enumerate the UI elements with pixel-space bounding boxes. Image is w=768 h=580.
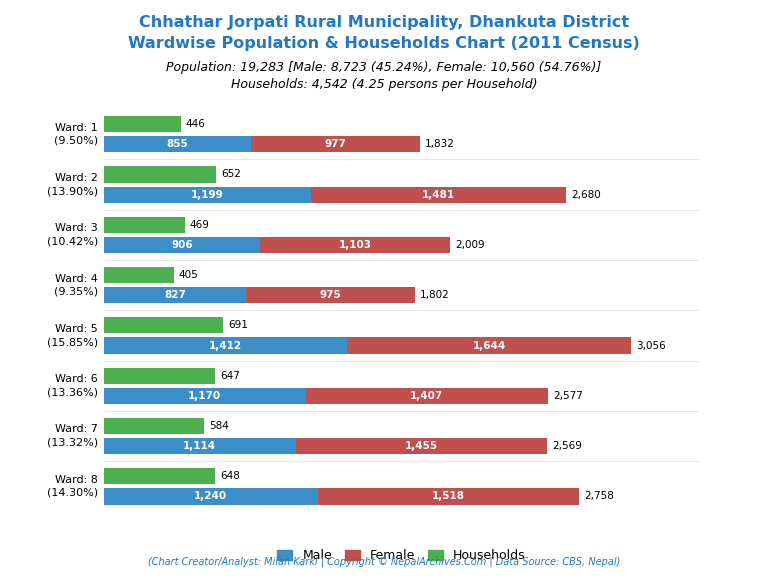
Text: 827: 827 [164, 290, 186, 300]
Text: 1,832: 1,832 [425, 139, 455, 149]
Text: 647: 647 [220, 371, 240, 380]
Bar [318, 488, 580, 505]
Text: 906: 906 [171, 240, 193, 250]
Bar [247, 287, 415, 303]
Text: 855: 855 [167, 139, 188, 149]
Text: 1,103: 1,103 [339, 240, 372, 250]
Text: 975: 975 [319, 290, 341, 300]
Text: Households: 4,542 (4.25 persons per Household): Households: 4,542 (4.25 persons per Hous… [230, 78, 538, 90]
Text: 1,518: 1,518 [432, 491, 465, 502]
Text: Wardwise Population & Households Chart (2011 Census): Wardwise Population & Households Chart (… [128, 36, 640, 51]
Text: 2,680: 2,680 [571, 190, 601, 200]
Text: Chhathar Jorpati Rural Municipality, Dhankuta District: Chhathar Jorpati Rural Municipality, Dha… [139, 14, 629, 30]
Text: 3,056: 3,056 [636, 340, 666, 350]
Bar [104, 488, 318, 505]
Text: 1,455: 1,455 [405, 441, 438, 451]
Bar [104, 217, 184, 233]
Bar [104, 438, 296, 454]
Bar [104, 468, 216, 484]
Bar [104, 116, 180, 132]
Bar [104, 237, 260, 253]
Text: 2,009: 2,009 [455, 240, 485, 250]
Text: 648: 648 [220, 472, 240, 481]
Bar [104, 317, 223, 334]
Text: 2,758: 2,758 [584, 491, 614, 502]
Text: Population: 19,283 [Male: 8,723 (45.24%), Female: 10,560 (54.76%)]: Population: 19,283 [Male: 8,723 (45.24%)… [167, 61, 601, 74]
Bar [104, 418, 204, 434]
Text: 446: 446 [186, 119, 206, 129]
Bar [104, 267, 174, 283]
Text: 1,199: 1,199 [190, 190, 223, 200]
Bar [104, 166, 216, 183]
Text: 1,481: 1,481 [422, 190, 455, 200]
Text: 1,170: 1,170 [188, 391, 221, 401]
Bar [310, 187, 566, 202]
Bar [104, 368, 215, 384]
Text: 1,114: 1,114 [184, 441, 217, 451]
Legend: Male, Female, Households: Male, Female, Households [273, 544, 530, 567]
Text: 1,802: 1,802 [420, 290, 449, 300]
Text: 1,644: 1,644 [472, 340, 505, 350]
Text: 977: 977 [325, 139, 346, 149]
Bar [260, 237, 450, 253]
Bar [104, 388, 306, 404]
Text: 1,240: 1,240 [194, 491, 227, 502]
Bar [296, 438, 547, 454]
Text: (Chart Creator/Analyst: Milan Karki | Copyright © NepalArchives.Com | Data Sourc: (Chart Creator/Analyst: Milan Karki | Co… [147, 557, 621, 567]
Bar [104, 187, 310, 202]
Text: 469: 469 [190, 220, 210, 230]
Text: 2,577: 2,577 [554, 391, 584, 401]
Text: 405: 405 [179, 270, 198, 280]
Text: 1,407: 1,407 [410, 391, 444, 401]
Bar [104, 338, 347, 354]
Text: 2,569: 2,569 [552, 441, 582, 451]
Bar [347, 338, 631, 354]
Bar [104, 287, 247, 303]
Text: 1,412: 1,412 [209, 340, 242, 350]
Text: 652: 652 [221, 169, 241, 179]
Bar [306, 388, 548, 404]
Bar [251, 136, 420, 153]
Text: 584: 584 [210, 421, 230, 431]
Bar [104, 136, 251, 153]
Text: 691: 691 [228, 320, 248, 331]
